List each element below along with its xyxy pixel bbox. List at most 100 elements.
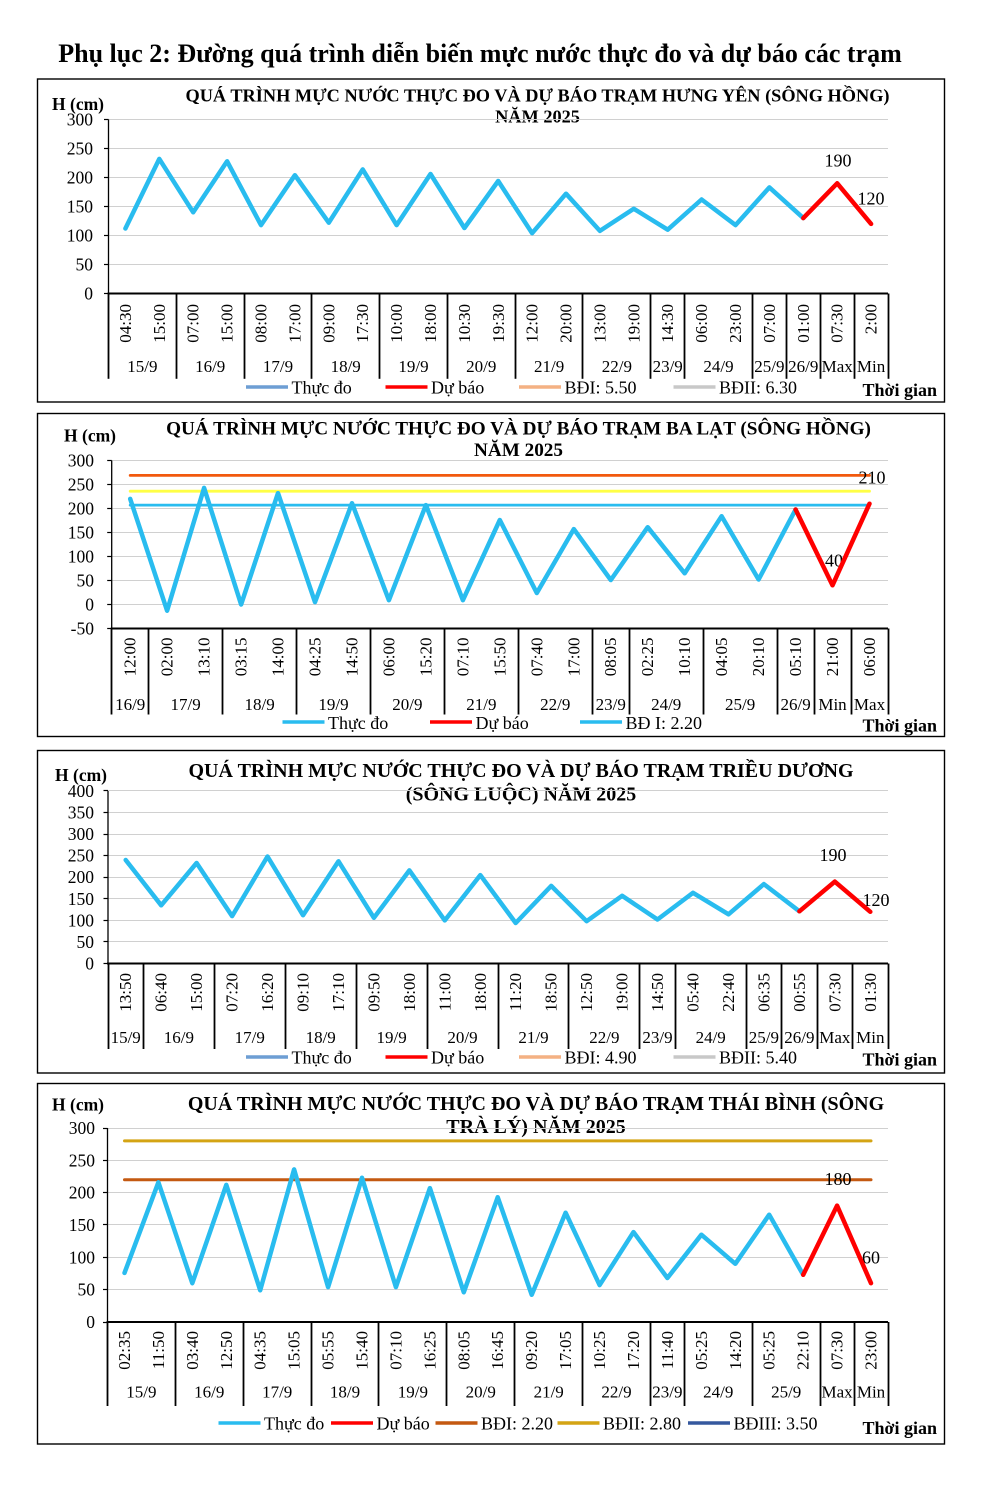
svg-text:01:30: 01:30 <box>861 973 880 1012</box>
svg-text:16/9: 16/9 <box>195 357 225 376</box>
svg-text:120: 120 <box>858 189 885 209</box>
svg-text:04:25: 04:25 <box>306 638 325 677</box>
svg-text:24/9: 24/9 <box>651 695 681 714</box>
svg-text:25/9: 25/9 <box>771 1383 801 1402</box>
svg-text:18/9: 18/9 <box>330 1383 360 1402</box>
svg-text:15:05: 15:05 <box>285 1331 304 1370</box>
svg-text:Thời gian: Thời gian <box>863 1418 938 1438</box>
svg-text:07:00: 07:00 <box>184 304 203 343</box>
svg-text:16/9: 16/9 <box>194 1383 224 1402</box>
svg-text:06:40: 06:40 <box>152 973 171 1012</box>
svg-text:23/9: 23/9 <box>642 1028 672 1047</box>
svg-text:18/9: 18/9 <box>244 695 274 714</box>
svg-text:20/9: 20/9 <box>466 357 496 376</box>
svg-text:16/9: 16/9 <box>115 695 145 714</box>
svg-text:23/9: 23/9 <box>596 695 626 714</box>
svg-text:100: 100 <box>69 1247 96 1267</box>
svg-text:21:00: 21:00 <box>823 638 842 677</box>
svg-text:07:30: 07:30 <box>825 973 844 1012</box>
svg-text:Max: Max <box>854 695 886 714</box>
svg-text:190: 190 <box>820 845 847 865</box>
svg-text:25/9: 25/9 <box>754 357 784 376</box>
svg-text:Thời gian: Thời gian <box>863 716 938 736</box>
svg-text:Phụ lục 2: Đường quá trình diễ: Phụ lục 2: Đường quá trình diễn biến mực… <box>58 39 902 68</box>
svg-text:Min: Min <box>857 357 886 376</box>
svg-text:22/9: 22/9 <box>589 1028 619 1047</box>
svg-text:17/9: 17/9 <box>262 1383 292 1402</box>
svg-text:17:30: 17:30 <box>353 304 372 343</box>
svg-text:07:40: 07:40 <box>527 638 546 677</box>
svg-text:11:40: 11:40 <box>658 1331 677 1369</box>
svg-text:200: 200 <box>68 499 95 519</box>
svg-text:190: 190 <box>825 151 852 171</box>
svg-text:16:45: 16:45 <box>488 1331 507 1370</box>
svg-text:120: 120 <box>863 890 890 910</box>
svg-text:05:55: 05:55 <box>319 1331 338 1370</box>
svg-text:QUÁ TRÌNH MỰC NƯỚC THỰC ĐO VÀ: QUÁ TRÌNH MỰC NƯỚC THỰC ĐO VÀ DỰ BÁO TRẠ… <box>188 1091 885 1115</box>
svg-text:18:00: 18:00 <box>400 973 419 1012</box>
svg-text:15:00: 15:00 <box>187 973 206 1012</box>
svg-text:Thời gian: Thời gian <box>863 380 938 400</box>
svg-text:250: 250 <box>69 1150 96 1170</box>
svg-text:100: 100 <box>68 547 95 567</box>
svg-text:09:10: 09:10 <box>294 973 313 1012</box>
svg-text:02:35: 02:35 <box>115 1331 134 1370</box>
svg-text:BĐI: 2.20: BĐI: 2.20 <box>481 1414 553 1434</box>
svg-text:17:05: 17:05 <box>556 1331 575 1370</box>
svg-text:26/9: 26/9 <box>788 357 818 376</box>
svg-text:50: 50 <box>78 1280 96 1300</box>
svg-text:04:05: 04:05 <box>712 638 731 677</box>
svg-text:17/9: 17/9 <box>263 357 293 376</box>
svg-text:150: 150 <box>68 889 95 909</box>
svg-text:07:10: 07:10 <box>386 1331 405 1370</box>
svg-text:400: 400 <box>68 781 95 801</box>
svg-text:BĐ I: 2.20: BĐ I: 2.20 <box>626 713 703 733</box>
svg-text:08:05: 08:05 <box>454 1331 473 1370</box>
svg-text:150: 150 <box>68 523 95 543</box>
svg-text:QUÁ TRÌNH MỰC NƯỚC THỰC ĐO VÀ: QUÁ TRÌNH MỰC NƯỚC THỰC ĐO VÀ DỰ BÁO TRẠ… <box>166 418 871 440</box>
svg-text:06:35: 06:35 <box>754 973 773 1012</box>
svg-text:210: 210 <box>859 468 886 488</box>
svg-text:Max: Max <box>822 1383 854 1402</box>
svg-text:08:05: 08:05 <box>601 638 620 677</box>
svg-text:07:30: 07:30 <box>828 1331 847 1370</box>
svg-text:60: 60 <box>862 1248 880 1268</box>
svg-text:Min: Min <box>856 1028 885 1047</box>
svg-text:20/9: 20/9 <box>466 1383 496 1402</box>
svg-text:15/9: 15/9 <box>127 357 157 376</box>
svg-text:02:25: 02:25 <box>638 638 657 677</box>
svg-text:0: 0 <box>85 954 94 974</box>
svg-text:24/9: 24/9 <box>696 1028 726 1047</box>
svg-text:(SÔNG LUỘC) NĂM 2025: (SÔNG LUỘC) NĂM 2025 <box>406 782 637 806</box>
svg-text:150: 150 <box>69 1215 96 1235</box>
svg-text:05:25: 05:25 <box>692 1331 711 1370</box>
svg-text:13:00: 13:00 <box>590 304 609 343</box>
svg-text:03:15: 03:15 <box>232 638 251 677</box>
svg-text:17:10: 17:10 <box>329 973 348 1012</box>
svg-text:20/9: 20/9 <box>392 695 422 714</box>
svg-text:21/9: 21/9 <box>466 695 496 714</box>
svg-text:12:00: 12:00 <box>121 638 140 677</box>
svg-text:200: 200 <box>68 867 95 887</box>
svg-text:150: 150 <box>67 197 94 217</box>
svg-text:10:10: 10:10 <box>675 638 694 677</box>
svg-text:21/9: 21/9 <box>534 1383 564 1402</box>
svg-text:18/9: 18/9 <box>331 357 361 376</box>
svg-text:40: 40 <box>825 551 843 571</box>
svg-text:14:50: 14:50 <box>343 638 362 677</box>
svg-text:22/9: 22/9 <box>601 1383 631 1402</box>
svg-text:Dự báo: Dự báo <box>431 1048 484 1068</box>
svg-text:0: 0 <box>86 1312 95 1332</box>
svg-text:21/9: 21/9 <box>518 1028 548 1047</box>
svg-text:15:50: 15:50 <box>490 638 509 677</box>
svg-text:23/9: 23/9 <box>652 1383 682 1402</box>
svg-text:17:00: 17:00 <box>564 638 583 677</box>
svg-text:17/9: 17/9 <box>170 695 200 714</box>
svg-text:BĐII: 6.30: BĐII: 6.30 <box>719 378 797 398</box>
svg-text:07:20: 07:20 <box>223 973 242 1012</box>
svg-text:200: 200 <box>67 168 94 188</box>
svg-text:BĐI: 5.50: BĐI: 5.50 <box>565 378 637 398</box>
svg-text:Thời gian: Thời gian <box>863 1050 938 1070</box>
svg-text:23/9: 23/9 <box>653 357 683 376</box>
svg-text:09:50: 09:50 <box>364 973 383 1012</box>
